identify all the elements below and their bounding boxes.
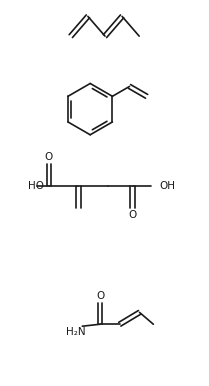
Text: O: O — [129, 210, 137, 220]
Text: H₂N: H₂N — [66, 327, 85, 337]
Text: O: O — [45, 152, 53, 163]
Text: OH: OH — [159, 181, 175, 191]
Text: O: O — [96, 291, 104, 301]
Text: HO: HO — [28, 181, 44, 191]
